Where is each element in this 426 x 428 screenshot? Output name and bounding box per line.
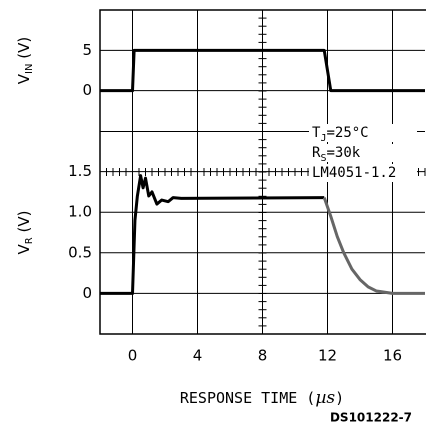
annotation-bg (309, 144, 417, 162)
x-label-rest: ) (335, 389, 344, 407)
x-label-main: RESPONSE TIME ( (180, 389, 315, 407)
annotation: RS=30k (312, 145, 361, 164)
y-tick-label: 1.0 (68, 203, 92, 221)
footer: DS101222-7 (330, 411, 412, 425)
x-tick-label: 12 (318, 347, 337, 365)
y-axis-label-rest: (V) (15, 211, 33, 238)
series-line (100, 174, 325, 295)
y-tick-label: 0 (82, 284, 92, 302)
y-axis-label: VR (V) (15, 211, 36, 255)
y-axis-label-rest: (V) (15, 37, 33, 64)
y-axis-label-main: V (15, 243, 33, 254)
x-label-unit: µs (315, 388, 335, 408)
y-tick-label: 0.5 (68, 243, 92, 261)
annotation-bg (309, 164, 417, 182)
series-line (322, 197, 425, 295)
y-axis-label-sub: IN (24, 64, 35, 74)
annotation-main: R (312, 145, 321, 161)
y-axis-label-sub: R (24, 237, 35, 244)
y-tick-label: 0 (82, 81, 92, 99)
annotation-sub: J (320, 133, 326, 144)
y-axis-label-main: V (15, 73, 33, 84)
annotation-main: LM4051-1.2 (312, 165, 396, 181)
y-tick-label: 1.5 (68, 162, 92, 180)
y-tick-label: 5 (82, 41, 92, 59)
annotation-rest: =30k (326, 145, 360, 161)
annotation: LM4051-1.2 (312, 165, 396, 181)
annotation-rest: =25°C (326, 125, 368, 141)
annotation-main: T (312, 125, 321, 141)
annotation-bg (309, 124, 417, 142)
annotation-sub: S (320, 153, 326, 164)
x-tick-label: 4 (193, 347, 203, 365)
x-tick-label: 0 (128, 347, 138, 365)
x-tick-label: 16 (383, 347, 402, 365)
x-tick-label: 8 (258, 347, 268, 365)
series-line (100, 48, 425, 93)
y-axis-label: VIN (V) (15, 37, 36, 84)
x-axis-label: RESPONSE TIME (µs) (180, 388, 344, 408)
annotation: TJ=25°C (312, 125, 369, 144)
